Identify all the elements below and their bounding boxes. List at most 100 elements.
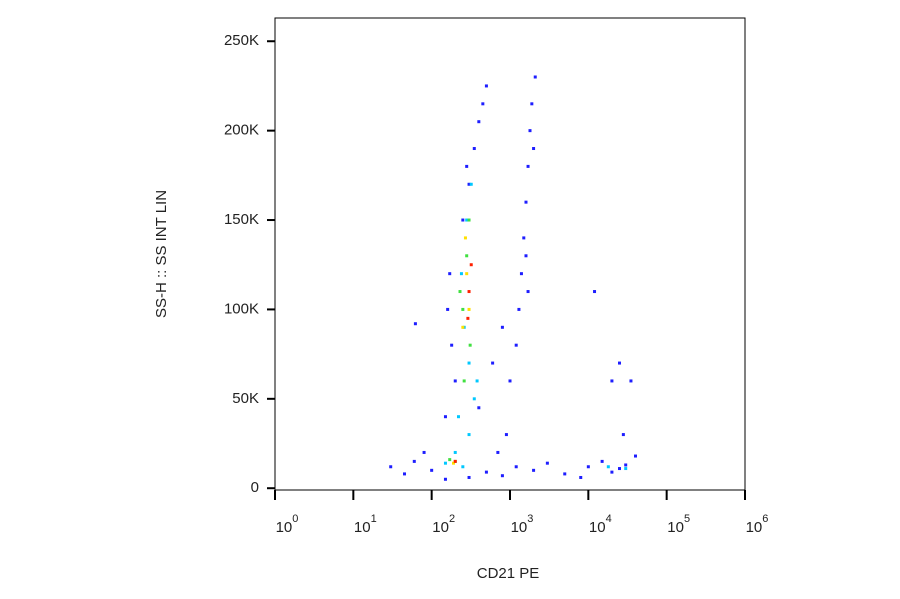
data-point <box>532 468 536 472</box>
data-point <box>477 120 481 124</box>
x-tick-label: 106 <box>746 513 769 536</box>
data-point <box>453 459 457 463</box>
data-point <box>430 468 434 472</box>
y-tick-label: 50K <box>232 390 259 407</box>
y-tick-label: 0 <box>251 479 259 496</box>
x-tick-label: 105 <box>667 513 690 536</box>
data-point <box>448 272 452 276</box>
data-point <box>456 415 460 419</box>
x-tick-label: 100 <box>276 513 299 536</box>
data-point <box>610 379 614 383</box>
data-point <box>530 102 534 106</box>
y-tick-label: 150K <box>224 211 259 228</box>
data-point <box>600 459 604 463</box>
data-point <box>403 472 407 476</box>
data-point <box>448 458 452 462</box>
data-point <box>422 450 426 454</box>
x-tick-base: 10 <box>511 519 528 536</box>
data-point <box>467 361 471 365</box>
data-point <box>446 307 450 311</box>
data-point <box>563 472 567 476</box>
data-point <box>461 218 465 222</box>
data-point <box>519 272 523 276</box>
data-point <box>524 200 528 204</box>
data-point <box>412 459 416 463</box>
data-point <box>526 164 530 168</box>
data-point <box>466 316 470 320</box>
x-tick-exponent: 5 <box>684 513 690 525</box>
data-point <box>462 379 466 383</box>
data-point <box>477 406 481 410</box>
data-point <box>528 129 532 133</box>
x-tick-exponent: 1 <box>371 513 377 525</box>
data-point <box>450 343 454 347</box>
data-point <box>484 84 488 88</box>
data-point <box>508 379 512 383</box>
data-point <box>467 182 471 186</box>
data-point <box>467 290 471 294</box>
data-point <box>475 379 479 383</box>
x-tick-base: 10 <box>589 519 606 536</box>
data-point <box>621 433 625 437</box>
data-point <box>472 397 476 401</box>
data-point <box>533 75 537 79</box>
data-point <box>465 272 469 276</box>
data-point <box>500 325 504 329</box>
data-point <box>500 474 504 478</box>
x-tick-exponent: 6 <box>762 513 768 525</box>
data-point <box>465 254 469 258</box>
x-tick-base: 10 <box>432 519 449 536</box>
data-point <box>459 272 463 276</box>
data-point <box>586 465 590 469</box>
data-point <box>467 433 471 437</box>
data-point <box>624 463 628 467</box>
x-tick-label: 101 <box>354 513 377 536</box>
data-point <box>389 465 393 469</box>
data-point <box>618 361 622 365</box>
data-point <box>504 433 508 437</box>
data-point <box>468 343 472 347</box>
data-point <box>633 454 637 458</box>
data-point <box>579 475 583 479</box>
x-axis-label: CD21 PE <box>477 565 540 582</box>
x-tick-exponent: 2 <box>449 513 455 525</box>
data-point <box>461 325 465 329</box>
x-tick-exponent: 3 <box>527 513 533 525</box>
data-point <box>461 307 465 311</box>
data-point <box>496 450 500 454</box>
x-tick-label: 103 <box>511 513 534 536</box>
data-point <box>593 290 597 294</box>
data-point <box>463 236 467 240</box>
x-tick-base: 10 <box>276 519 293 536</box>
x-tick-exponent: 4 <box>606 513 612 525</box>
x-tick-exponent: 0 <box>292 513 298 525</box>
data-point <box>443 415 447 419</box>
data-point <box>484 470 488 474</box>
x-tick-base: 10 <box>746 519 763 536</box>
data-point <box>524 254 528 258</box>
y-tick-label: 250K <box>224 32 259 49</box>
data-point <box>469 182 473 186</box>
data-point <box>624 467 628 471</box>
data-point <box>514 465 518 469</box>
data-point <box>532 147 536 151</box>
y-axis-label: SS-H :: SS INT LIN <box>153 190 170 318</box>
data-point <box>629 379 633 383</box>
y-tick-label: 200K <box>224 122 259 139</box>
x-tick-label: 104 <box>589 513 612 536</box>
data-point <box>610 470 614 474</box>
data-point <box>453 379 457 383</box>
data-point <box>443 461 447 465</box>
data-point <box>545 461 549 465</box>
plot-frame <box>274 17 746 491</box>
data-point <box>458 290 462 294</box>
x-tick-label: 102 <box>432 513 455 536</box>
data-point <box>452 461 456 465</box>
x-tick-base: 10 <box>667 519 684 536</box>
data-point <box>413 322 417 326</box>
data-point <box>481 102 485 106</box>
data-point <box>517 307 521 311</box>
data-point <box>453 450 457 454</box>
